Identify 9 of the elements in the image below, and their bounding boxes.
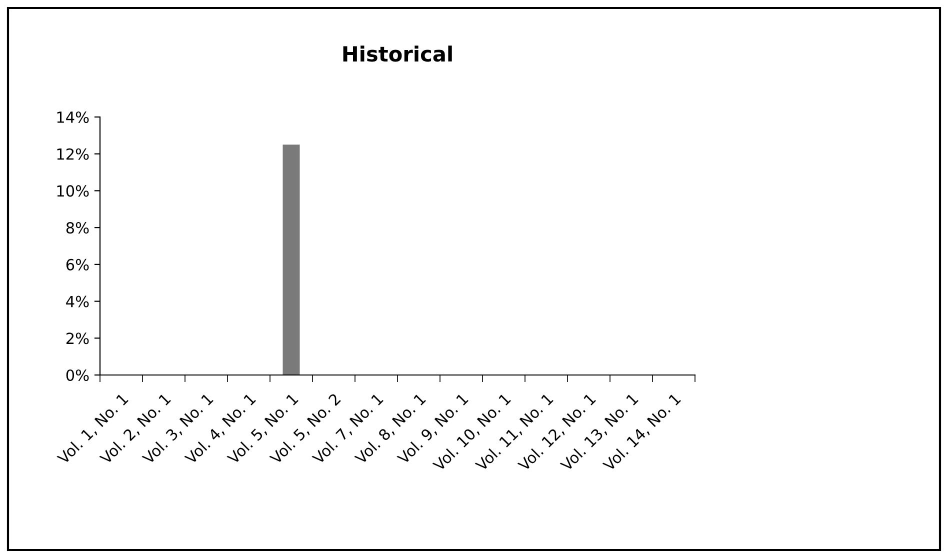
y-tick-label: 6% <box>66 258 89 270</box>
y-tick-label: 10% <box>57 185 89 197</box>
chart-title: Historical <box>343 46 452 62</box>
y-tick-label: 2% <box>66 332 89 344</box>
y-tick-label: 0% <box>66 369 89 382</box>
y-tick-label: 12% <box>57 148 89 160</box>
y-tick-label: 14% <box>57 111 89 124</box>
y-tick-label: 4% <box>66 296 89 308</box>
y-tick-label: 8% <box>66 222 89 234</box>
